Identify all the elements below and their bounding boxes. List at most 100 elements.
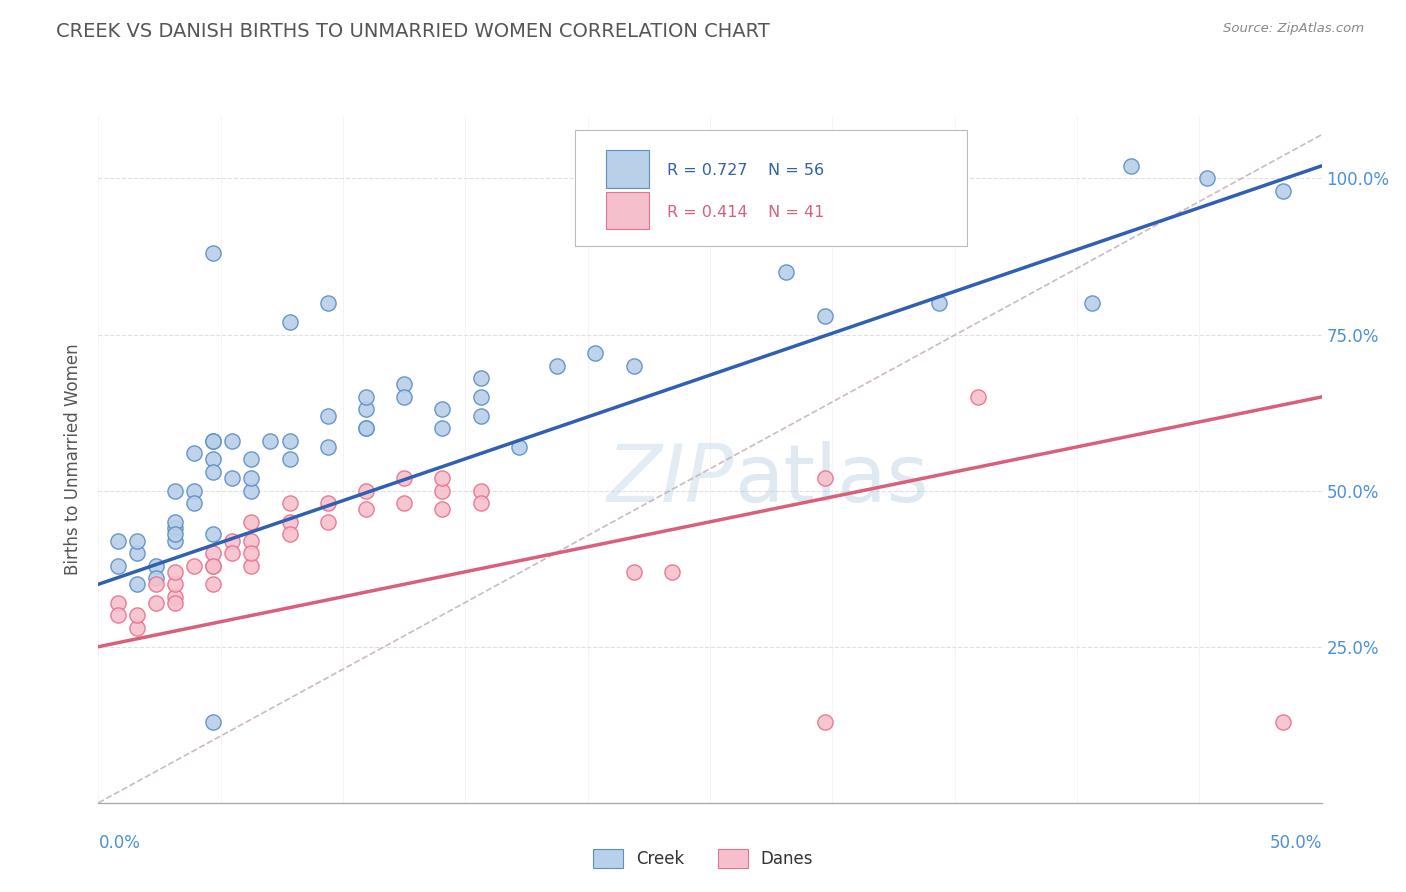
Point — [546, 359, 568, 373]
Point — [470, 409, 492, 423]
Text: R = 0.727    N = 56: R = 0.727 N = 56 — [668, 163, 824, 178]
Point — [392, 390, 416, 404]
Point — [814, 471, 837, 485]
Point — [202, 577, 225, 591]
Point — [163, 577, 186, 591]
Point — [316, 515, 339, 529]
Point — [125, 621, 148, 635]
Point — [240, 558, 263, 573]
Point — [107, 596, 129, 610]
Point — [432, 421, 454, 435]
Point — [392, 471, 416, 485]
Text: ZIP: ZIP — [607, 441, 734, 519]
Point — [202, 714, 225, 729]
Point — [202, 246, 225, 260]
Point — [221, 533, 243, 548]
Text: atlas: atlas — [734, 441, 929, 519]
Point — [163, 527, 186, 541]
Bar — [606, 151, 650, 188]
Point — [125, 533, 148, 548]
Point — [432, 502, 454, 516]
Point — [240, 533, 263, 548]
Point — [202, 558, 225, 573]
Point — [125, 577, 148, 591]
Point — [240, 483, 263, 498]
Text: CREEK VS DANISH BIRTHS TO UNMARRIED WOMEN CORRELATION CHART: CREEK VS DANISH BIRTHS TO UNMARRIED WOME… — [56, 22, 770, 41]
Point — [316, 409, 339, 423]
Point — [240, 515, 263, 529]
Point — [1272, 714, 1295, 729]
Text: R = 0.414    N = 41: R = 0.414 N = 41 — [668, 204, 824, 219]
Point — [392, 496, 416, 510]
Point — [392, 377, 416, 392]
Point — [278, 527, 301, 541]
Point — [470, 483, 492, 498]
Bar — [606, 192, 650, 229]
Point — [183, 558, 205, 573]
FancyBboxPatch shape — [575, 129, 967, 246]
Point — [202, 452, 225, 467]
Point — [221, 471, 243, 485]
Point — [202, 465, 225, 479]
Point — [183, 496, 205, 510]
Point — [814, 714, 837, 729]
Point — [508, 440, 530, 454]
Point — [202, 527, 225, 541]
Point — [145, 571, 167, 585]
Y-axis label: Births to Unmarried Women: Births to Unmarried Women — [65, 343, 83, 575]
Point — [432, 402, 454, 417]
Point — [183, 483, 205, 498]
Point — [928, 296, 950, 310]
Point — [145, 577, 167, 591]
Point — [163, 533, 186, 548]
Point — [202, 434, 225, 448]
Point — [278, 452, 301, 467]
Point — [202, 558, 225, 573]
Point — [221, 546, 243, 560]
Point — [1272, 184, 1295, 198]
Point — [1081, 296, 1104, 310]
Point — [240, 546, 263, 560]
Point — [316, 440, 339, 454]
Point — [316, 496, 339, 510]
Point — [354, 483, 377, 498]
Point — [470, 371, 492, 385]
Point — [107, 558, 129, 573]
Point — [278, 315, 301, 329]
Point — [354, 402, 377, 417]
Point — [278, 515, 301, 529]
Point — [470, 390, 492, 404]
Point — [107, 608, 129, 623]
Point — [814, 309, 837, 323]
Point — [259, 434, 281, 448]
Point — [354, 421, 377, 435]
Point — [316, 296, 339, 310]
Point — [163, 565, 186, 579]
Point — [354, 502, 377, 516]
Point — [125, 608, 148, 623]
Point — [623, 359, 645, 373]
Point — [107, 533, 129, 548]
Point — [278, 434, 301, 448]
Point — [661, 565, 683, 579]
Point — [163, 590, 186, 604]
Point — [1119, 159, 1142, 173]
Text: 50.0%: 50.0% — [1270, 834, 1322, 852]
Text: Source: ZipAtlas.com: Source: ZipAtlas.com — [1223, 22, 1364, 36]
Point — [240, 452, 263, 467]
Point — [163, 596, 186, 610]
Point — [240, 471, 263, 485]
Point — [221, 434, 243, 448]
Point — [145, 558, 167, 573]
Point — [623, 565, 645, 579]
Point — [125, 546, 148, 560]
Point — [583, 346, 606, 360]
Legend: Creek, Danes: Creek, Danes — [586, 842, 820, 875]
Text: 0.0%: 0.0% — [98, 834, 141, 852]
Point — [354, 390, 377, 404]
Point — [202, 546, 225, 560]
Point — [278, 496, 301, 510]
Point — [163, 521, 186, 535]
Point — [145, 596, 167, 610]
Point — [354, 421, 377, 435]
